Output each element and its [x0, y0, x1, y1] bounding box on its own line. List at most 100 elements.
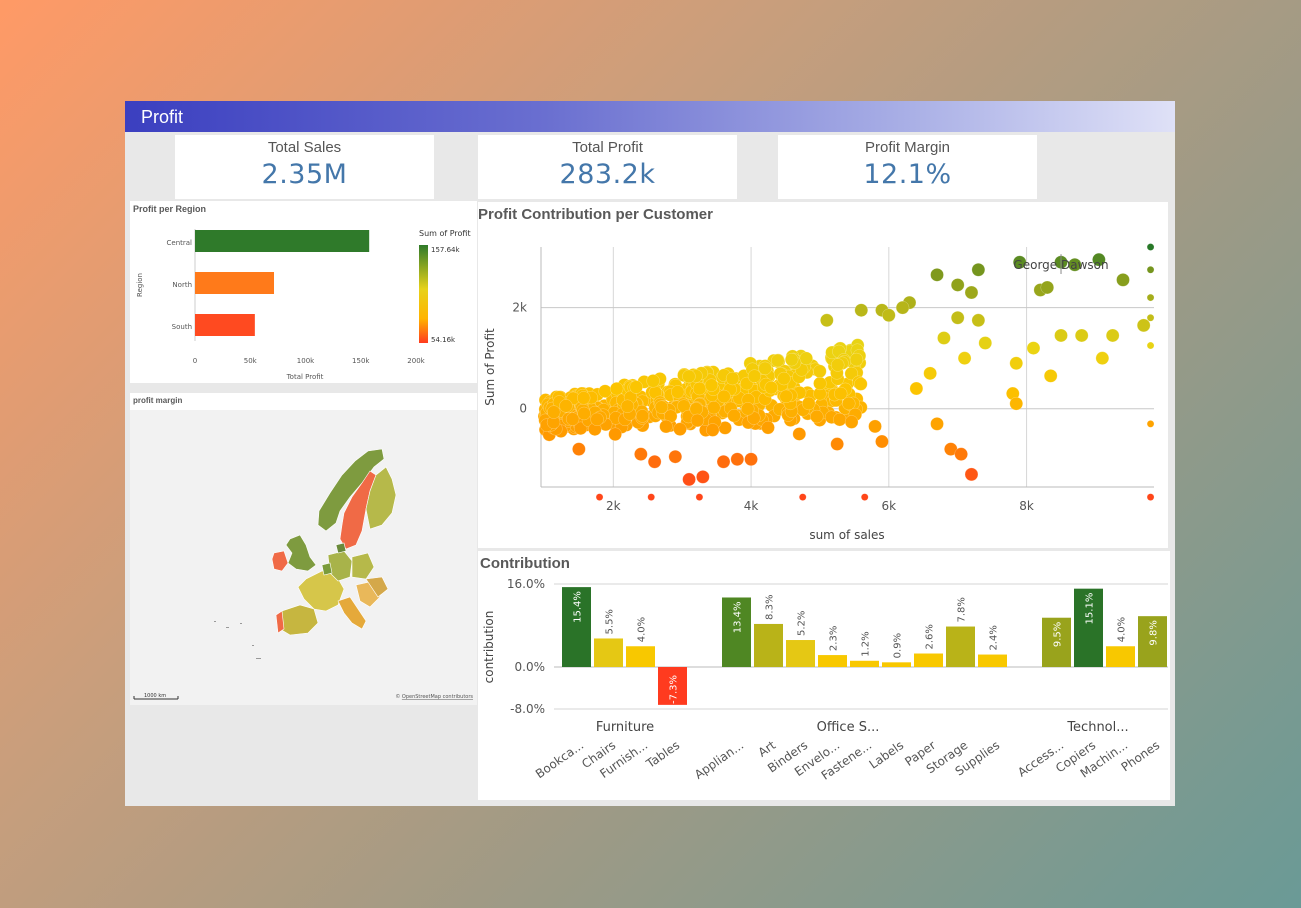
contrib-value-label: 15.1%: [1085, 593, 1096, 625]
scatter-point: [930, 417, 944, 431]
contribution-chart[interactable]: 16.0%0.0%-8.0%contribution15.4%Bookca...…: [478, 551, 1170, 800]
scatter-point: [909, 381, 924, 396]
scatter-point: [659, 419, 673, 434]
map-attribution-prefix: ©: [395, 693, 402, 700]
scatter-x-tick: 2k: [606, 499, 621, 513]
scatter-point: [844, 415, 859, 429]
kpi-profit-margin[interactable]: Profit Margin 12.1%: [778, 135, 1037, 199]
scatter-point: [1026, 341, 1041, 355]
map-scale-label: 1000 km: [144, 693, 166, 699]
scatter-point: [546, 405, 561, 419]
scatter-point: [647, 454, 662, 469]
scatter-point: [930, 268, 944, 282]
scatter-point: [813, 364, 827, 378]
scatter-point: [1043, 369, 1058, 383]
scatter-point: [696, 470, 710, 484]
region-bar: [195, 314, 255, 336]
scatter-point: [1040, 280, 1054, 295]
scatter-annotation-label: George Dawson: [1013, 258, 1108, 272]
contrib-value-label: 5.5%: [605, 609, 616, 634]
map-panel[interactable]: profit margin: [130, 393, 477, 705]
kpi-label: Profit Margin: [864, 139, 951, 156]
contrib-bar: [1106, 646, 1135, 667]
contrib-bar: [882, 662, 911, 667]
scatter-point: [1009, 356, 1023, 370]
scatter-point: [849, 352, 864, 367]
contrib-bar: [850, 660, 879, 667]
scatter-point: [895, 300, 910, 315]
contrib-group-label: Office S...: [817, 720, 880, 735]
kpi-total-sales[interactable]: Total Sales 2.35M: [175, 135, 434, 199]
map-island: [256, 658, 261, 659]
scatter-chart[interactable]: 2k 4k 6k 8k 2k 0 sum of sales Sum of Profit Geor…: [478, 202, 1168, 548]
scatter-point: [1136, 318, 1151, 333]
scatter-point: [1105, 328, 1120, 343]
scatter-point: [964, 285, 979, 300]
title-bar: Profit: [125, 101, 1175, 132]
scatter-point: [1146, 493, 1155, 501]
scatter-point: [1054, 328, 1068, 343]
contrib-value-label: 4.0%: [637, 617, 648, 642]
map-region-portugal: [275, 610, 285, 634]
scatter-point: [572, 442, 586, 456]
contrib-bar: [722, 597, 751, 667]
scatter-point: [950, 311, 965, 325]
scatter-point: [950, 278, 965, 292]
scatter-point: [670, 385, 685, 399]
map-island: [214, 621, 216, 622]
scatter-point: [784, 352, 799, 367]
region-y-axis-label: Region: [136, 273, 144, 297]
contribution-panel[interactable]: Contribution 16.0% 0.0% -8.0% contribution 1…: [478, 551, 1170, 800]
contrib-value-label: 4.0%: [1117, 617, 1128, 642]
scatter-point: [573, 421, 588, 436]
scatter-point: [1095, 351, 1110, 365]
map-region-italy: [337, 596, 367, 630]
scatter-point: [798, 493, 807, 501]
region-chart-panel[interactable]: Profit per Region Central North South 0 50k 1…: [130, 201, 477, 383]
scatter-point: [609, 381, 624, 396]
contrib-value-label: -7.3%: [669, 675, 680, 704]
scatter-point: [882, 308, 896, 322]
contrib-value-label: 9.5%: [1053, 622, 1064, 647]
scatter-point: [777, 371, 791, 386]
scatter-point: [1068, 257, 1082, 272]
scatter-point: [830, 437, 844, 451]
scatter-point: [716, 454, 731, 469]
kpi-value: 12.1%: [863, 159, 952, 190]
scatter-point: [799, 351, 813, 366]
kpi-value: 283.2k: [559, 159, 656, 190]
contrib-bar: [658, 667, 687, 705]
scatter-point: [875, 434, 889, 449]
region-bar: [195, 230, 370, 252]
scatter-point: [704, 378, 719, 392]
contrib-value-label: 9.8%: [1149, 620, 1160, 645]
region-bar-chart[interactable]: Central North South 0 50k 100k 150k 200k Total P…: [130, 201, 477, 383]
map-attribution-link: OpenStreetMap contributors: [402, 694, 473, 700]
region-legend-min: 54.16k: [431, 336, 456, 344]
map-header: profit margin: [130, 393, 477, 410]
scatter-panel[interactable]: Profit Contribution per Customer 2k 4k 6k 8…: [478, 202, 1168, 548]
contrib-value-label: 5.2%: [797, 611, 808, 636]
region-x-tick: 0: [193, 357, 197, 365]
scatter-point: [744, 452, 758, 466]
kpi-total-profit[interactable]: Total Profit 283.2k: [478, 135, 737, 199]
contrib-y-tick: -8.0%: [510, 702, 545, 716]
europe-map[interactable]: 1000 km © OpenStreetMap contributors: [130, 393, 477, 705]
scatter-x-tick: 6k: [882, 499, 897, 513]
contrib-group-label: Furniture: [596, 720, 654, 735]
scatter-point: [598, 384, 612, 398]
contribution-title: Contribution: [480, 555, 570, 572]
scatter-point: [831, 358, 845, 372]
region-legend-gradient: [419, 245, 428, 343]
scatter-point: [792, 427, 807, 441]
scatter-point: [668, 449, 683, 464]
scatter-point: [854, 377, 868, 391]
region-x-tick: 200k: [407, 357, 425, 365]
scatter-point: [801, 396, 816, 411]
contrib-bar: [1138, 616, 1167, 667]
contrib-bar: [594, 638, 623, 667]
contrib-bar: [818, 655, 847, 667]
scatter-point: [1146, 341, 1155, 350]
region-x-tick: 150k: [352, 357, 370, 365]
scatter-point: [860, 493, 869, 501]
